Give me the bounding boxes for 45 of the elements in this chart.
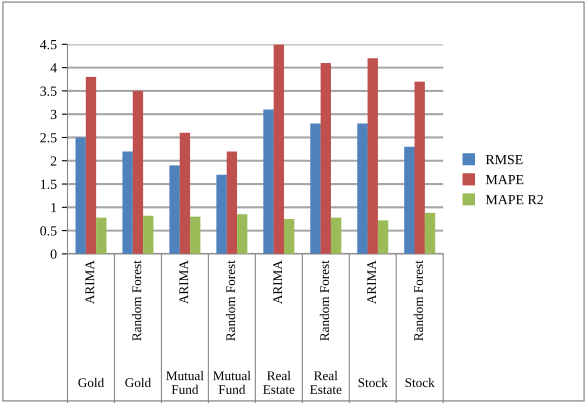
y-tick-label: 0 — [50, 249, 57, 259]
bar — [132, 90, 144, 254]
bar — [180, 132, 190, 254]
category-label: Random Forest Gold — [125, 260, 151, 388]
bar — [378, 220, 388, 254]
bar — [310, 123, 321, 254]
bar — [320, 62, 331, 254]
bar — [237, 214, 248, 254]
category-label: ARIMA Gold — [78, 260, 104, 388]
bar — [274, 44, 284, 254]
bar — [424, 212, 436, 254]
legend-label: MAPE — [486, 174, 524, 184]
category-label: ARIMA Mutual Fund — [166, 260, 204, 394]
bar — [368, 58, 378, 254]
bar — [96, 218, 106, 254]
category-label: Random Forest Stock — [406, 260, 435, 388]
legend-label: RMSE — [486, 154, 523, 164]
category-label: Random Forest Mutual Fund — [213, 260, 251, 394]
bar — [263, 110, 274, 254]
bar — [169, 165, 180, 254]
bar — [86, 76, 96, 254]
bar — [143, 216, 154, 254]
y-tick-label: 1 — [51, 202, 56, 212]
bar — [414, 82, 425, 254]
bar — [216, 174, 227, 254]
legend-label: MAPE R2 — [486, 194, 543, 204]
category-label: ARIMA Stock — [358, 260, 388, 388]
y-tick-label: 4 — [50, 63, 57, 72]
y-tick-label: 3 — [50, 110, 57, 120]
bar — [226, 151, 238, 254]
category-label: Random Forest Real Estate — [310, 260, 342, 394]
bar — [357, 123, 368, 254]
y-tick-label: 4.5 — [40, 40, 57, 50]
bar — [404, 146, 415, 254]
y-tick-label: 0.5 — [40, 226, 57, 236]
bar — [330, 218, 342, 254]
bar — [284, 218, 294, 254]
y-tick-label: 1.5 — [40, 180, 57, 190]
bar — [75, 137, 86, 254]
category-label: ARIMA Real Estate — [263, 260, 294, 394]
y-tick-label: 2.5 — [40, 133, 57, 142]
y-tick-label: 2 — [50, 156, 56, 166]
y-tick-label: 3.5 — [40, 86, 57, 96]
bar — [190, 216, 200, 254]
bar — [122, 151, 133, 254]
